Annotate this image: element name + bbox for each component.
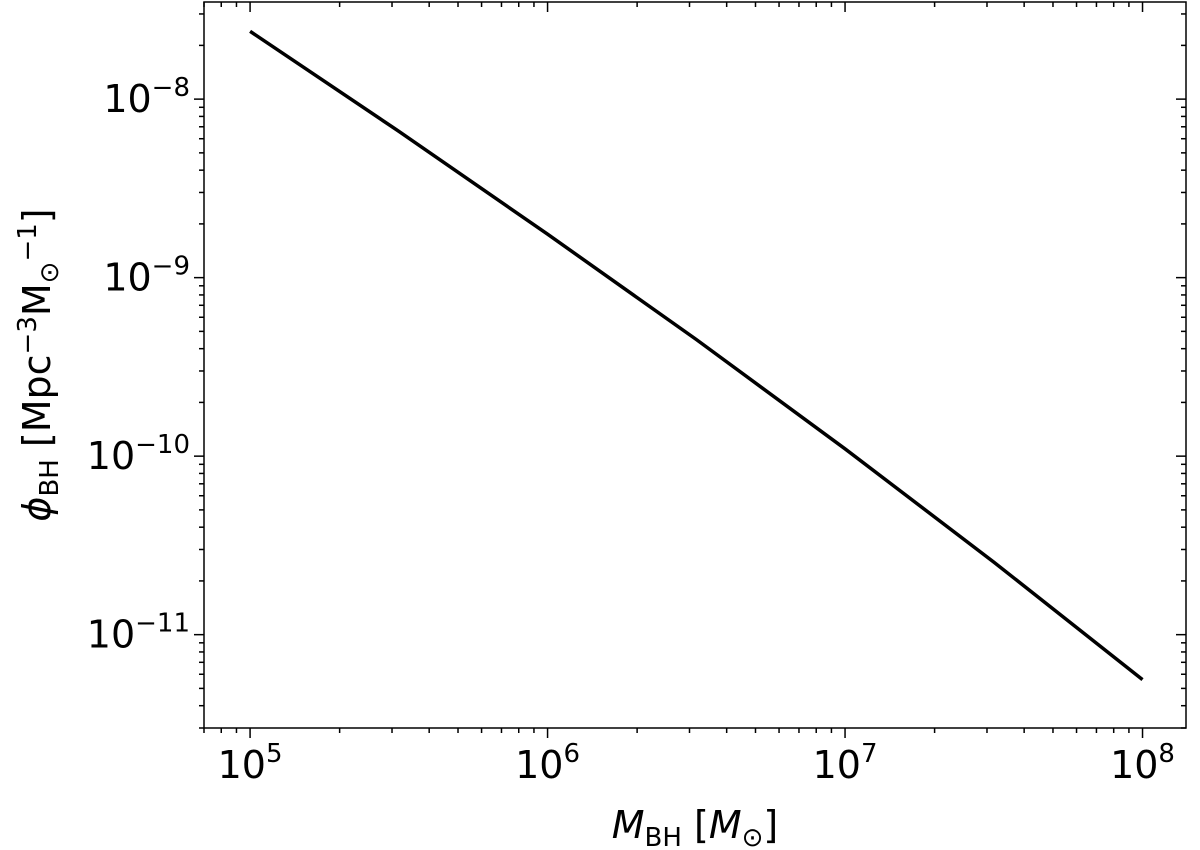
plot-frame xyxy=(203,1,1187,729)
y-label-symbol: ϕ xyxy=(15,497,59,522)
x-tick-label: 106 xyxy=(515,739,580,787)
x-tick-label-exponent: 5 xyxy=(266,739,283,769)
y-tick-label-exponent: −11 xyxy=(135,609,190,639)
x-tick-label-base: 10 xyxy=(218,743,266,787)
x-tick-label-exponent: 7 xyxy=(861,739,878,769)
y-tick-label: 10−10 xyxy=(87,430,190,478)
y-label-unit-close: ] xyxy=(15,208,59,223)
y-tick-label: 10−9 xyxy=(103,252,190,300)
x-tick-label-base: 10 xyxy=(515,743,563,787)
x-label-unit-subscript: ⊙ xyxy=(742,823,764,850)
x-tick-label: 105 xyxy=(218,739,283,787)
y-label-unit-sup2: −1 xyxy=(13,223,43,261)
series-layer xyxy=(249,29,1144,681)
x-tick-label: 108 xyxy=(1110,739,1175,787)
y-tick-label-exponent: −10 xyxy=(135,430,190,460)
y-label-unit-mid: M xyxy=(15,283,59,316)
x-label-symbol: M xyxy=(612,803,645,847)
x-tick-label-exponent: 8 xyxy=(1158,739,1175,769)
y-tick-label-exponent: −8 xyxy=(152,73,190,103)
x-label-unit-close: ] xyxy=(763,803,778,847)
x-label-unit-open: [ xyxy=(682,803,709,847)
series-line xyxy=(249,29,1144,681)
x-tick-label-exponent: 6 xyxy=(563,739,580,769)
minor-ticks xyxy=(199,2,1186,733)
y-axis-label: ϕBH [Mpc−3M⊙−1] xyxy=(13,208,65,521)
y-tick-label-base: 10 xyxy=(103,256,151,300)
y-tick-label: 10−8 xyxy=(103,73,190,121)
x-tick-label-base: 10 xyxy=(1110,743,1158,787)
y-label-unit-sup1: −3 xyxy=(13,316,43,354)
y-tick-label-base: 10 xyxy=(87,434,135,478)
y-tick-label-base: 10 xyxy=(103,77,151,121)
x-label-subscript: BH xyxy=(645,823,682,850)
x-axis-label: MBH [M⊙] xyxy=(612,803,779,850)
y-label-subscript: BH xyxy=(35,459,65,496)
y-label-unit-sub: ⊙ xyxy=(35,262,65,284)
y-label-unit-open: [Mpc xyxy=(15,354,59,459)
y-tick-label: 10−11 xyxy=(87,609,190,657)
x-label-unit-symbol: M xyxy=(709,803,742,847)
y-tick-label-exponent: −9 xyxy=(152,252,190,282)
y-tick-label-base: 10 xyxy=(87,613,135,657)
x-tick-label: 107 xyxy=(813,739,878,787)
x-tick-label-base: 10 xyxy=(813,743,861,787)
major-ticks xyxy=(194,2,1186,738)
